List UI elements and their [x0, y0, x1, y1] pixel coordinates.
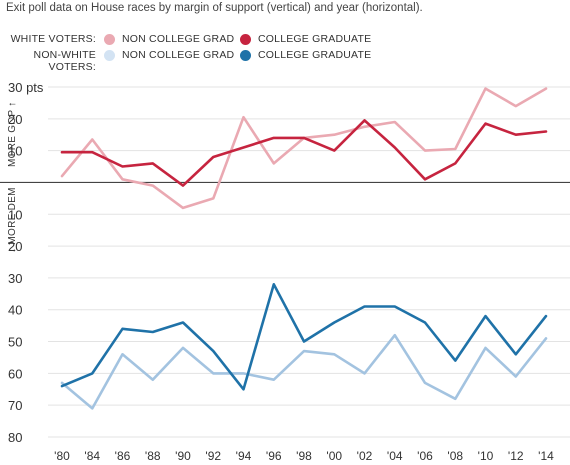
x-tick-label: '08: [447, 449, 463, 463]
legend-item-nonwhite-college: COLLEGE GRADUATE: [240, 49, 371, 61]
more-gop-label: MORE GOP ↑: [7, 101, 18, 167]
swatch-nonwhite-non-college: [104, 49, 115, 61]
y-tick-label: 20: [8, 112, 22, 127]
swatch-white-non-college: [104, 33, 115, 45]
swatch-white-college: [240, 33, 251, 45]
x-tick-label: '10: [478, 449, 494, 463]
x-tick-label: '06: [417, 449, 433, 463]
y-tick-label: 30 pts: [8, 80, 44, 95]
legend-label-nonwhite-college: COLLEGE GRADUATE: [258, 49, 372, 61]
y-tick-label: 40: [8, 303, 22, 318]
legend-group-white: WHITE VOTERS:: [10, 33, 96, 45]
y-tick-label: 60: [8, 366, 22, 381]
x-tick-label: '00: [326, 449, 342, 463]
x-tick-label: '84: [84, 449, 100, 463]
gridlines: [0, 86, 570, 438]
y-tick-label: 10: [8, 144, 22, 159]
y-tick-label: 10: [8, 207, 22, 222]
series-line-white-non-college: [60, 87, 548, 210]
legend-item-nonwhite-non-college: NON COLLEGE GRAD: [104, 49, 234, 61]
x-tick-label: '88: [145, 449, 161, 463]
legend-label-nonwhite-non-college: NON COLLEGE GRAD: [122, 49, 235, 61]
y-tick-label: 20: [8, 239, 22, 254]
y-tick-labels: 30 pts 20 10 10 20 30 40 50 60 70 80: [8, 80, 44, 445]
x-tick-label: '12: [508, 449, 524, 463]
x-tick-label: '14: [538, 449, 554, 463]
x-tick-label: '80: [54, 449, 70, 463]
y-tick-label: 50: [8, 335, 22, 350]
x-tick-label: '86: [115, 449, 131, 463]
y-tick-label: 70: [8, 398, 22, 413]
x-tick-label: '02: [357, 449, 373, 463]
series-line-nonwhite-college: [60, 282, 548, 391]
x-tick-label: '94: [236, 449, 252, 463]
x-tick-label: '04: [387, 449, 403, 463]
y-tick-label: 30: [8, 271, 22, 286]
legend-label-white-non-college: NON COLLEGE GRAD: [122, 33, 235, 45]
legend-label-white-college: COLLEGE GRADUATE: [258, 33, 372, 45]
x-tick-labels: '80 '84 '86 '88 '90 '92 '94 '96 '98 '00 '02 '04 '06 '…: [54, 449, 554, 463]
series-line-nonwhite-non-college: [60, 333, 548, 410]
swatch-nonwhite-college: [240, 49, 251, 61]
y-tick-label: 80: [8, 430, 22, 445]
legend-item-white-college: COLLEGE GRADUATE: [240, 33, 371, 45]
legend-item-white-non-college: NON COLLEGE GRAD: [104, 33, 234, 45]
series-lines: [60, 87, 548, 410]
x-tick-label: '98: [296, 449, 312, 463]
chart-subtitle: Exit poll data on House races by margin …: [6, 2, 423, 14]
series-line-white-college: [60, 119, 548, 187]
x-tick-label: '92: [205, 449, 221, 463]
legend-group-nonwhite: NON-WHITE VOTERS:: [33, 49, 96, 73]
more-dem-label: ↓ MORE DEM: [7, 187, 18, 253]
x-tick-label: '90: [175, 449, 191, 463]
x-tick-label: '96: [266, 449, 282, 463]
